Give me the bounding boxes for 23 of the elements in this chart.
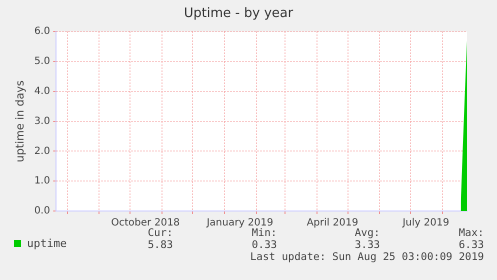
text: Last update: Sun Aug 25 03:00:09 2019 [250, 251, 484, 263]
y-tick-label: 4.0 [34, 86, 50, 97]
text: Cur: [148, 227, 173, 239]
text: Max: [458, 227, 484, 239]
y-tick-label: 2.0 [34, 146, 50, 157]
y-tick-label: 3.0 [34, 116, 50, 127]
chart-title: Uptime - by year [184, 6, 294, 22]
text: 0.33 [252, 239, 277, 251]
y-axis-title: uptime in days [13, 80, 26, 162]
text: 5.83 [148, 239, 173, 251]
y-tick-label: 1.0 [34, 176, 50, 187]
x-tick-label: April 2019 [306, 218, 358, 229]
text: Avg: [354, 227, 380, 239]
x-tick-label: January 2019 [206, 218, 274, 229]
x-tick-label: October 2018 [111, 218, 180, 229]
text: Min: [252, 227, 277, 239]
text: 6.33 [458, 239, 484, 251]
y-tick-label: 6.0 [34, 26, 50, 38]
text: 3.33 [354, 239, 380, 251]
legend-label: uptime [27, 237, 67, 250]
y-tick-label: 0.0 [34, 206, 50, 217]
x-tick-label: July 2019 [402, 218, 450, 229]
y-tick-label: 5.0 [34, 56, 50, 68]
